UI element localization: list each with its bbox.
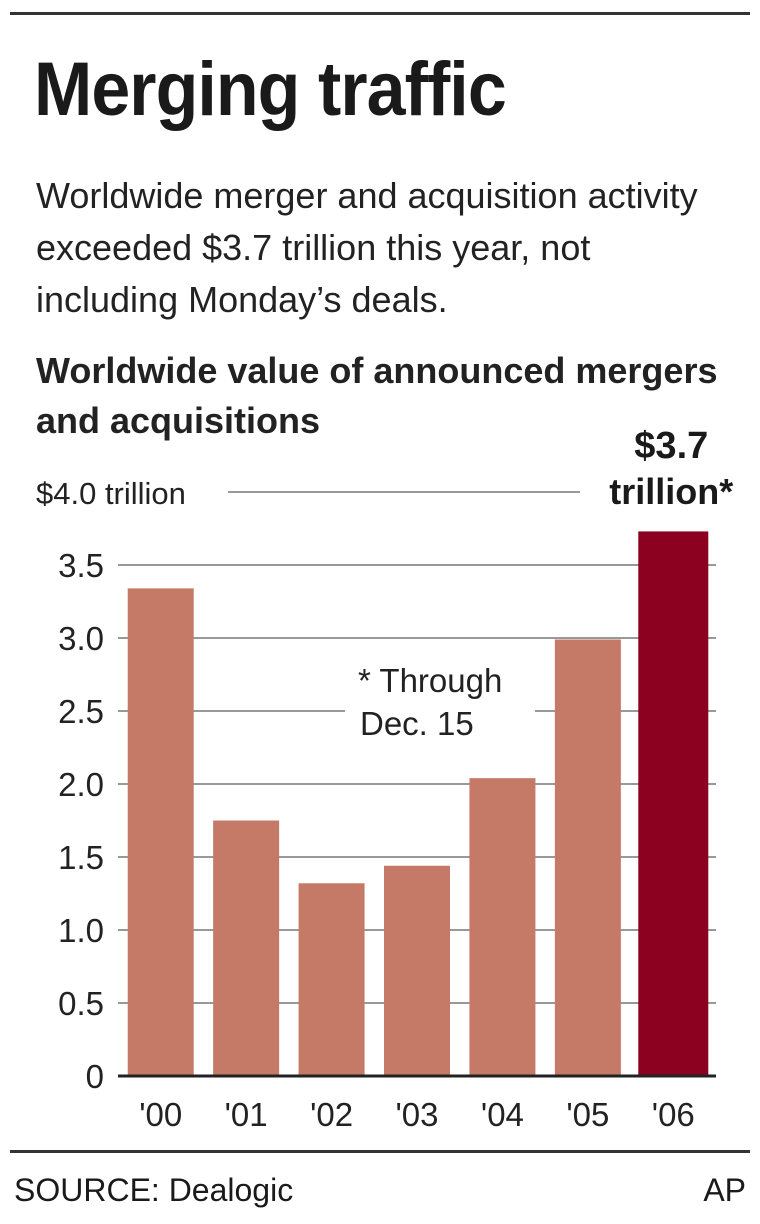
y-tick-label: 1.0 — [58, 912, 104, 949]
y-tick-label: 0 — [86, 1058, 104, 1095]
bottom-rule — [10, 1150, 750, 1153]
bar — [127, 588, 194, 1076]
x-tick-label: '04 — [481, 1096, 524, 1133]
bar — [213, 820, 280, 1076]
y-tick-label: 1.5 — [58, 839, 104, 876]
subtitle: Worldwide merger and acquisition activit… — [36, 175, 698, 320]
bar — [638, 531, 709, 1076]
x-tick-label: '00 — [139, 1096, 182, 1133]
x-tick-label: '05 — [566, 1096, 609, 1133]
source-credit: SOURCE: Dealogic — [14, 1172, 294, 1208]
y-tick-label: 2.0 — [58, 766, 104, 803]
x-tick-label: '01 — [225, 1096, 268, 1133]
x-tick-label: '02 — [310, 1096, 353, 1133]
agency-credit: AP — [703, 1172, 746, 1208]
highlight-value-label: $3.7 — [634, 425, 708, 467]
bar — [554, 639, 621, 1076]
y-tick-label: 3.0 — [58, 620, 104, 657]
annotation-text: Dec. 15 — [360, 705, 474, 742]
bar — [469, 778, 536, 1076]
y-tick-label: 0.5 — [58, 985, 104, 1022]
y-tick-label: $4.0 trillion — [36, 476, 186, 511]
y-tick-label: 3.5 — [58, 547, 104, 584]
x-tick-label: '03 — [395, 1096, 438, 1133]
y-tick-label: 2.5 — [58, 693, 104, 730]
bar — [384, 865, 450, 1076]
x-tick-label: '06 — [652, 1096, 695, 1133]
page-title: Merging traffic — [34, 47, 507, 132]
bar — [298, 883, 365, 1076]
annotation-bg — [345, 655, 535, 745]
chart-title: Worldwide value of announced mergers and… — [36, 350, 718, 441]
top-rule — [10, 12, 750, 15]
highlight-value-label: trillion* — [609, 471, 733, 512]
annotation-text: * Through — [358, 662, 502, 699]
